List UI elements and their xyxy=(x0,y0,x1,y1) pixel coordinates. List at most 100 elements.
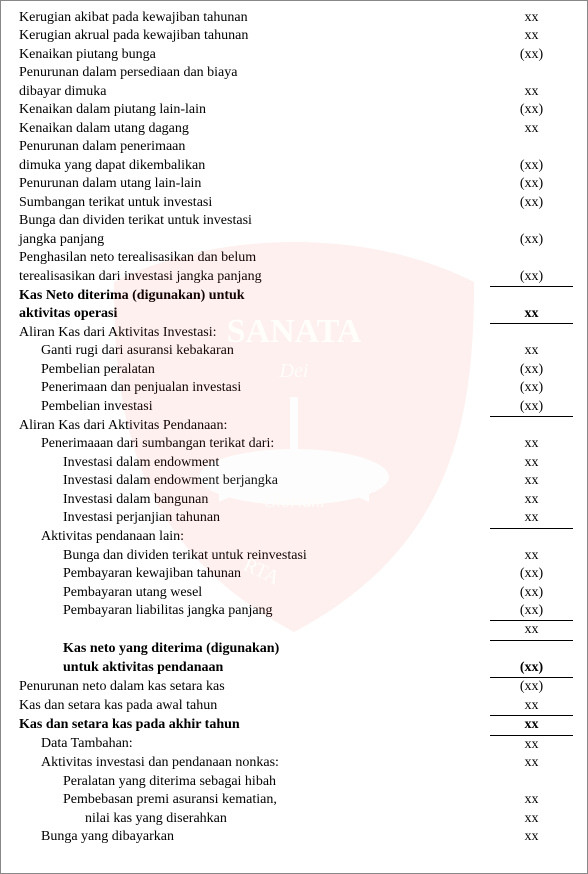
table-row: Penerimaan dan penjualan investasi(xx) xyxy=(15,379,573,397)
table-row: nilai kas yang diserahkanxx xyxy=(15,810,573,828)
row-value xyxy=(490,138,573,156)
table-row: Aliran Kas dari Aktivitas Pendanaan: xyxy=(15,417,573,435)
row-value xyxy=(490,287,573,305)
row-value: xx xyxy=(490,305,573,324)
table-row: Penghasilan neto terealisasikan dan belu… xyxy=(15,249,573,267)
table-row: Ganti rugi dari asuransi kebakaranxx xyxy=(15,342,573,360)
row-value: xx xyxy=(490,435,573,453)
table-row: dimuka yang dapat dikembalikan(xx) xyxy=(15,157,573,175)
table-row: Bunga dan dividen terikat untuk reinvest… xyxy=(15,547,573,565)
table-row: Aliran Kas dari Aktivitas Investasi: xyxy=(15,324,573,342)
row-value xyxy=(490,64,573,82)
table-row: Kenaikan dalam utang dagangxx xyxy=(15,120,573,138)
table-row: Pembelian investasi(xx) xyxy=(15,398,573,417)
row-label: Data Tambahan: xyxy=(15,735,490,754)
table-row: xx xyxy=(15,621,573,640)
row-value xyxy=(490,773,573,791)
row-value: (xx) xyxy=(490,175,573,193)
table-row: Kerugian akibat pada kewajiban tahunanxx xyxy=(15,9,573,27)
row-value: xx xyxy=(490,342,573,360)
table-row: Kas Neto diterima (digunakan) untuk xyxy=(15,287,573,305)
row-value: xx xyxy=(490,735,573,754)
table-row: Kas dan setara kas pada awal tahunxx xyxy=(15,697,573,716)
row-value: xx xyxy=(490,791,573,809)
row-value: (xx) xyxy=(490,46,573,64)
row-label: Kerugian akrual pada kewajiban tahunan xyxy=(15,27,490,45)
table-row: Penurunan neto dalam kas setara kas(xx) xyxy=(15,678,573,697)
row-label: Peralatan yang diterima sebagai hibah xyxy=(15,773,490,791)
table-row: Aktivitas investasi dan pendanaan nonkas… xyxy=(15,754,573,772)
table-row: Penurunan dalam utang lain-lain(xx) xyxy=(15,175,573,193)
row-label xyxy=(15,621,490,640)
row-label: Investasi dalam endowment xyxy=(15,454,490,472)
table-row: Data Tambahan:xx xyxy=(15,735,573,754)
row-label: Pembayaran liabilitas jangka panjang xyxy=(15,602,490,621)
row-value: (xx) xyxy=(490,678,573,697)
table-row: Investasi dalam endowment berjangkaxx xyxy=(15,472,573,490)
row-label: Kas Neto diterima (digunakan) untuk xyxy=(15,287,490,305)
row-label: Kas dan setara kas pada akhir tahun xyxy=(15,716,490,735)
row-label: Bunga yang dibayarkan xyxy=(15,828,490,846)
row-value xyxy=(490,324,573,342)
table-row: Kerugian akrual pada kewajiban tahunanxx xyxy=(15,27,573,45)
row-label: Pembayaran utang wesel xyxy=(15,584,490,602)
table-row: Penurunan dalam penerimaan xyxy=(15,138,573,156)
row-label: Investasi perjanjian tahunan xyxy=(15,509,490,528)
table-row: terealisasikan dari investasi jangka pan… xyxy=(15,268,573,287)
row-label: Sumbangan terikat untuk investasi xyxy=(15,194,490,212)
row-label: Investasi dalam bangunan xyxy=(15,491,490,509)
row-value: xx xyxy=(490,621,573,640)
row-label: Penghasilan neto terealisasikan dan belu… xyxy=(15,249,490,267)
row-label: Penerimaaan dari sumbangan terikat dari: xyxy=(15,435,490,453)
row-value: xx xyxy=(490,83,573,101)
row-label: Pembelian peralatan xyxy=(15,361,490,379)
table-row: Peralatan yang diterima sebagai hibah xyxy=(15,773,573,791)
row-label: Aliran Kas dari Aktivitas Investasi: xyxy=(15,324,490,342)
row-value xyxy=(490,249,573,267)
cashflow-table: Kerugian akibat pada kewajiban tahunanxx… xyxy=(15,9,573,847)
row-value: (xx) xyxy=(490,231,573,249)
row-value: (xx) xyxy=(490,268,573,287)
row-value: xx xyxy=(490,454,573,472)
table-row: Kenaikan dalam piutang lain-lain(xx) xyxy=(15,101,573,119)
row-value: xx xyxy=(490,9,573,27)
row-value: xx xyxy=(490,828,573,846)
row-value: (xx) xyxy=(490,157,573,175)
row-value: (xx) xyxy=(490,398,573,417)
table-row: Investasi dalam bangunanxx xyxy=(15,491,573,509)
table-row: Kenaikan piutang bunga(xx) xyxy=(15,46,573,64)
row-label: jangka panjang xyxy=(15,231,490,249)
table-row: Investasi perjanjian tahunanxx xyxy=(15,509,573,528)
row-label: Investasi dalam endowment berjangka xyxy=(15,472,490,490)
row-value: xx xyxy=(490,810,573,828)
row-value xyxy=(490,417,573,435)
row-label: Bunga dan dividen terikat untuk investas… xyxy=(15,212,490,230)
table-row: Bunga dan dividen terikat untuk investas… xyxy=(15,212,573,230)
row-label: Penurunan dalam persediaan dan biaya xyxy=(15,64,490,82)
row-value: (xx) xyxy=(490,584,573,602)
row-label: Pembelian investasi xyxy=(15,398,490,417)
row-value: xx xyxy=(490,491,573,509)
row-label: dimuka yang dapat dikembalikan xyxy=(15,157,490,175)
row-label: Pembayaran kewajiban tahunan xyxy=(15,565,490,583)
table-row: Kas dan setara kas pada akhir tahunxx xyxy=(15,716,573,735)
row-value: xx xyxy=(490,716,573,735)
row-label: nilai kas yang diserahkan xyxy=(15,810,490,828)
table-row: Aktivitas pendanaan lain: xyxy=(15,528,573,546)
table-row: Sumbangan terikat untuk investasi(xx) xyxy=(15,194,573,212)
table-row: Pembelian peralatan(xx) xyxy=(15,361,573,379)
row-value: xx xyxy=(490,472,573,490)
table-row: Investasi dalam endowmentxx xyxy=(15,454,573,472)
row-value: xx xyxy=(490,27,573,45)
table-row: Penerimaaan dari sumbangan terikat dari:… xyxy=(15,435,573,453)
row-label: Aliran Kas dari Aktivitas Pendanaan: xyxy=(15,417,490,435)
row-label: dibayar dimuka xyxy=(15,83,490,101)
row-label: Penerimaan dan penjualan investasi xyxy=(15,379,490,397)
row-label: terealisasikan dari investasi jangka pan… xyxy=(15,268,490,287)
table-row: jangka panjang(xx) xyxy=(15,231,573,249)
row-value: xx xyxy=(490,120,573,138)
row-value: (xx) xyxy=(490,361,573,379)
row-label: Aktivitas investasi dan pendanaan nonkas… xyxy=(15,754,490,772)
row-value: (xx) xyxy=(490,602,573,621)
table-row: aktivitas operasixx xyxy=(15,305,573,324)
